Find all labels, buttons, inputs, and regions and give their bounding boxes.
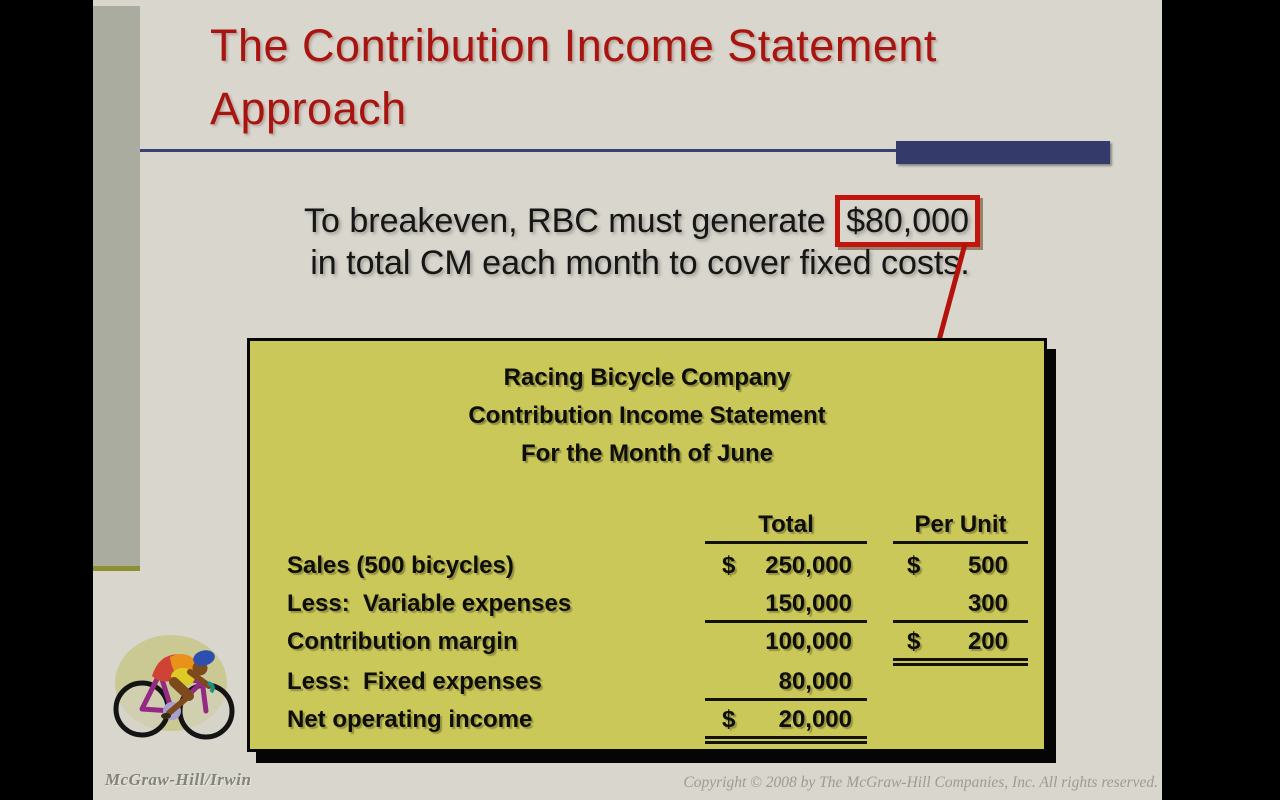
currency-symbol: $ — [722, 552, 736, 579]
currency-symbol: $ — [722, 706, 736, 733]
title-line-2: Approach — [210, 83, 407, 134]
highlighted-amount: $80,000 — [835, 195, 980, 247]
table-row-contribution-margin: Contribution margin 100,000 $ 200 — [250, 627, 1044, 666]
row-label: Contribution margin — [287, 628, 518, 655]
currency-symbol: $ — [907, 552, 921, 579]
row-label: Net operating income — [287, 706, 533, 733]
statement-table: Total Per Unit Sales (500 bicycles) $ 25… — [250, 510, 1044, 744]
presentation-slide: The Contribution Income Statement Approa… — [93, 0, 1162, 800]
total-value: 20,000 — [778, 706, 852, 733]
statement-prefix: To breakeven, RBC must generate — [304, 202, 826, 240]
row-label: Less: Variable expenses — [287, 590, 572, 617]
column-header-per-unit: Per Unit — [893, 510, 1028, 544]
total-value: 80,000 — [778, 668, 852, 695]
statement-period: For the Month of June — [521, 440, 773, 467]
card-heading: Racing Bicycle Company Contribution Inco… — [250, 359, 1044, 473]
statement-title: Contribution Income Statement — [468, 402, 826, 429]
title-rule-endcap — [896, 141, 1110, 164]
statement-line-2: in total CM each month to cover fixed co… — [310, 244, 970, 282]
income-statement-card: Racing Bicycle Company Contribution Inco… — [247, 338, 1047, 752]
total-value: 250,000 — [765, 552, 852, 579]
table-row-sales: Sales (500 bicycles) $ 250,000 $ 500 — [250, 551, 1044, 589]
table-header-row: Total Per Unit — [250, 510, 1044, 551]
copyright-notice: Copyright © 2008 by The McGraw-Hill Comp… — [683, 774, 1158, 791]
company-name: Racing Bicycle Company — [503, 364, 791, 391]
title-line-1: The Contribution Income Statement — [210, 20, 937, 71]
left-accent-bar — [93, 6, 140, 571]
row-label: Less: Fixed expenses — [287, 668, 542, 695]
per-unit-value: 200 — [967, 628, 1008, 655]
currency-symbol: $ — [907, 628, 921, 655]
per-unit-value: 300 — [967, 590, 1008, 617]
table-row-net-operating-income: Net operating income $ 20,000 — [250, 705, 1044, 744]
total-value: 150,000 — [765, 590, 852, 617]
table-row-fixed-expenses: Less: Fixed expenses 80,000 — [250, 667, 1044, 705]
per-unit-value: 500 — [967, 552, 1008, 579]
total-value: 100,000 — [765, 628, 852, 655]
breakeven-statement: To breakeven, RBC must generate $80,000 … — [150, 195, 1130, 284]
publisher-label: McGraw-Hill/Irwin — [105, 770, 252, 789]
cyclist-clipart-icon — [113, 635, 235, 740]
row-label: Sales (500 bicycles) — [287, 552, 514, 579]
statement-line-1: To breakeven, RBC must generate $80,000 — [150, 195, 1130, 247]
column-header-total: Total — [705, 510, 867, 544]
table-row-variable-expenses: Less: Variable expenses 150,000 300 — [250, 589, 1044, 627]
slide-title: The Contribution Income Statement Approa… — [210, 14, 1110, 140]
title-rule — [140, 149, 1110, 152]
